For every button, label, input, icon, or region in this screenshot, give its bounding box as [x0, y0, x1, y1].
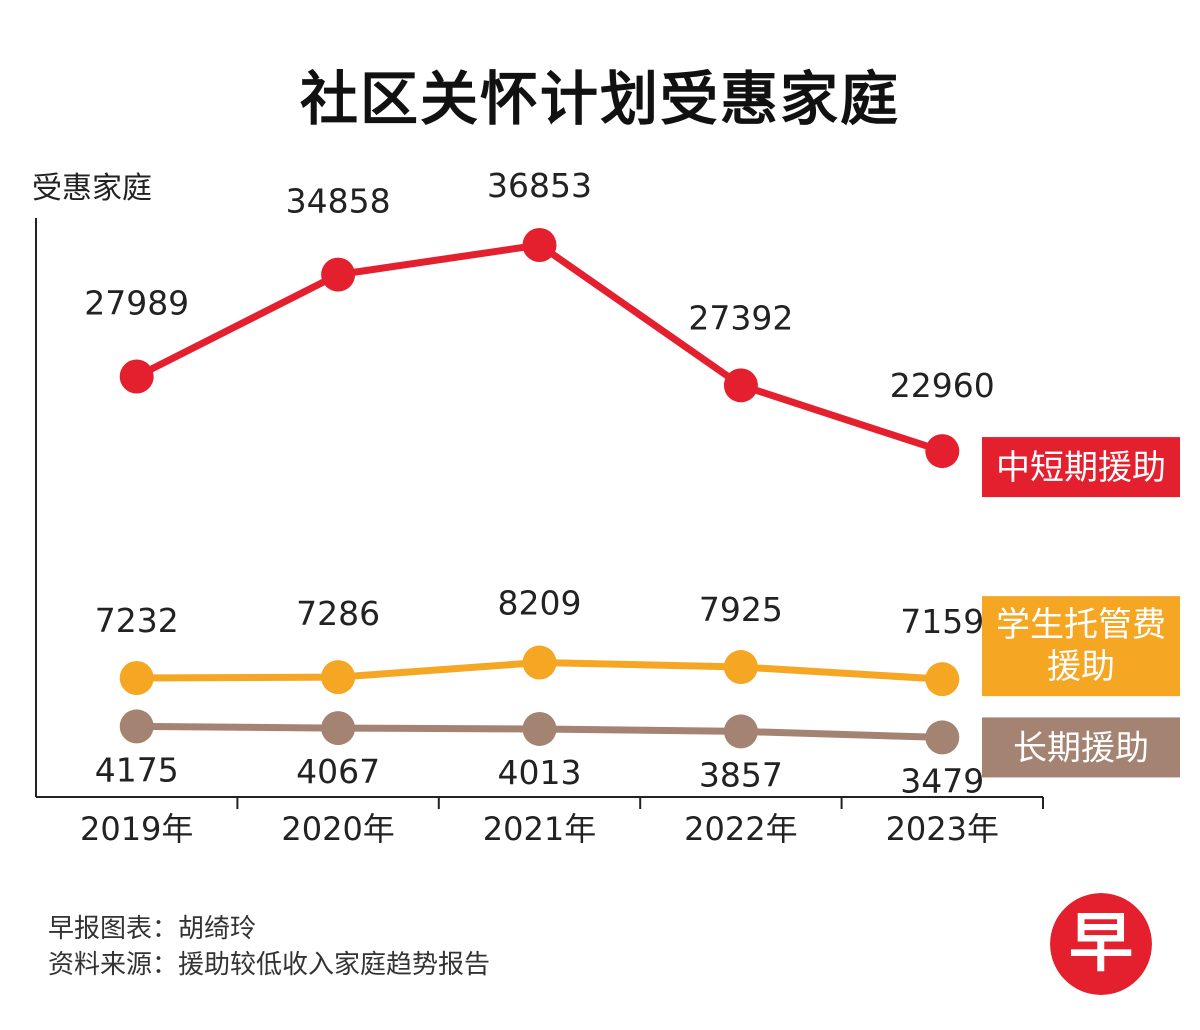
credit-line: 早报图表：胡绮玲	[48, 908, 256, 945]
legend-label: 学生托管费	[996, 605, 1166, 645]
credit-label: 早报图表：	[48, 914, 179, 944]
data-point	[522, 645, 557, 680]
data-label: 3857	[699, 755, 783, 794]
data-point	[925, 662, 960, 697]
data-label: 7286	[296, 594, 380, 633]
data-point	[321, 257, 356, 292]
data-point	[522, 228, 557, 263]
data-label: 27392	[688, 298, 793, 337]
source-text: 援助较低收入家庭趋势报告	[178, 950, 491, 980]
data-point	[723, 714, 758, 749]
data-label: 22960	[890, 366, 995, 405]
x-tick-label: 2021年	[483, 810, 596, 848]
y-axis-label: 受惠家庭	[32, 171, 152, 206]
chart-title: 社区关怀计划受惠家庭	[299, 65, 900, 133]
credit-name: 胡绮玲	[178, 914, 257, 944]
legend-label: 中短期援助	[996, 448, 1166, 488]
legend-box-2	[982, 717, 1180, 778]
source-line: 资料来源：援助较低收入家庭趋势报告	[48, 944, 490, 981]
data-point	[119, 359, 154, 394]
legend-box-0	[982, 437, 1180, 498]
data-label: 7232	[95, 601, 179, 640]
data-label: 3479	[900, 761, 984, 800]
data-label: 34858	[286, 182, 391, 221]
data-point	[119, 660, 154, 695]
data-label: 4067	[296, 752, 380, 791]
data-point	[522, 711, 557, 746]
legend-label: 援助	[1047, 647, 1115, 687]
data-label: 7159	[900, 602, 984, 641]
line-chart: 受惠家庭 2019年 2020年 2021年 2022年 2023年 27989 34858 3…	[32, 166, 1180, 848]
x-tick-label: 2022年	[684, 810, 797, 848]
data-point	[925, 434, 960, 469]
data-label: 8209	[498, 584, 582, 623]
svg-text:早: 早	[1069, 907, 1133, 981]
zaobao-logo-icon: 早	[1050, 893, 1152, 995]
series-line-0	[135, 241, 944, 455]
data-point	[119, 709, 154, 744]
legend-label: 长期援助	[1013, 728, 1149, 768]
data-point	[321, 660, 356, 695]
x-tick-label: 2020年	[281, 810, 394, 848]
data-label: 7925	[699, 590, 783, 629]
source-label: 资料来源：	[48, 950, 179, 980]
x-tick-label: 2019年	[80, 810, 193, 848]
legend-box-1	[982, 596, 1180, 697]
data-label: 27989	[84, 283, 189, 322]
data-label: 36853	[487, 166, 592, 205]
data-point	[723, 650, 758, 685]
data-point	[723, 368, 758, 403]
data-label: 4175	[95, 750, 179, 789]
data-label: 4013	[498, 753, 582, 792]
x-tick-label: 2023年	[886, 810, 999, 848]
data-point	[925, 720, 960, 755]
data-point	[321, 711, 356, 746]
